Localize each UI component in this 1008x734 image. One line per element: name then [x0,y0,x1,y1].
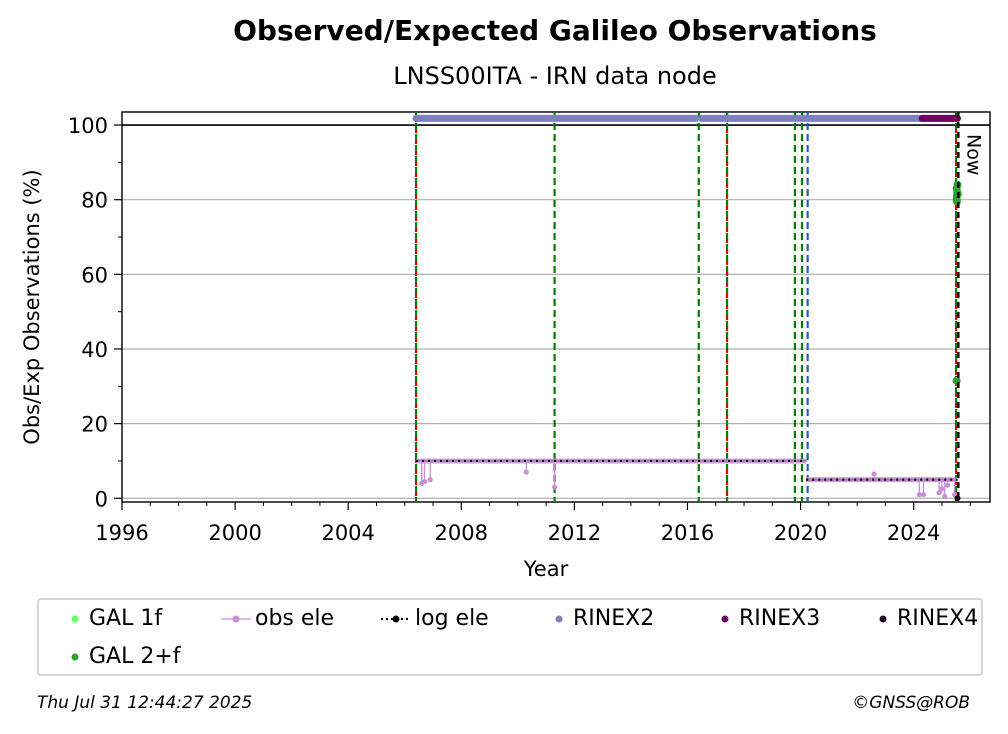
y-tick-label: 100 [68,114,108,138]
timestamp: Thu Jul 31 12:44:27 2025 [37,693,253,713]
obs-ele-point [942,493,948,500]
legend-label: RINEX4 [897,606,979,631]
copyright: ©GNSS@ROB [852,693,970,713]
obs-ele-point [916,491,922,498]
legend-label: GAL 1f [89,606,163,631]
obs-ele-point [944,482,951,488]
y-tick-label: 0 [95,487,108,511]
gal2f-point [952,197,961,206]
obs-ele-point [920,491,927,498]
obs-ele-point [551,484,558,490]
chart-plot: 1996 2000 2004 2008 2012 2016 2020 2024 0 20 40 60 8… [20,111,991,581]
y-axis-label: Obs/Exp Observations (%) [20,169,44,444]
x-tick-label: 2004 [321,521,374,545]
obs-ele-point [523,469,529,475]
legend-marker [555,615,563,623]
obs-ele-point [421,478,428,485]
x-axis-label: Year [523,557,569,581]
legend-label: obs ele [255,606,335,631]
x-tick-label: 2016 [661,521,714,545]
legend-marker [879,615,887,623]
x-tick-label: 2020 [774,521,827,545]
x-tick-label: 2008 [435,521,488,545]
chart-title: Observed/Expected Galileo Observations [233,14,877,47]
y-tick-label: 80 [81,189,108,213]
obs-ele-point [936,490,942,496]
legend-label: RINEX2 [573,606,655,631]
obs-ele-point [871,471,877,477]
legend-label: RINEX3 [739,606,821,631]
y-tick-label: 20 [81,413,108,437]
now-label: Now [962,134,984,175]
obs-ele-point [427,477,433,483]
legend-marker [721,615,729,623]
obs-ele-point [939,486,945,492]
x-tick-label: 2012 [548,521,601,545]
legend-label: GAL 2+f [89,644,181,669]
y-tick-label: 60 [81,263,108,287]
legend-marker [71,615,79,623]
x-tick-label: 2024 [887,521,940,545]
legend-label: log ele [415,606,489,631]
legend: GAL 1f obs ele log ele RINEX2 RINEX3 RINEX4 GA… [37,598,983,676]
legend-marker [221,615,251,623]
plot-frame [121,111,991,503]
y-tick-label: 40 [81,338,108,362]
x-tick-label: 2000 [208,521,261,545]
legend-marker [381,615,411,623]
legend-marker [71,653,79,661]
x-tick-label: 1996 [95,521,148,545]
chart-subtitle: LNSS00ITA - IRN data node [393,62,717,90]
